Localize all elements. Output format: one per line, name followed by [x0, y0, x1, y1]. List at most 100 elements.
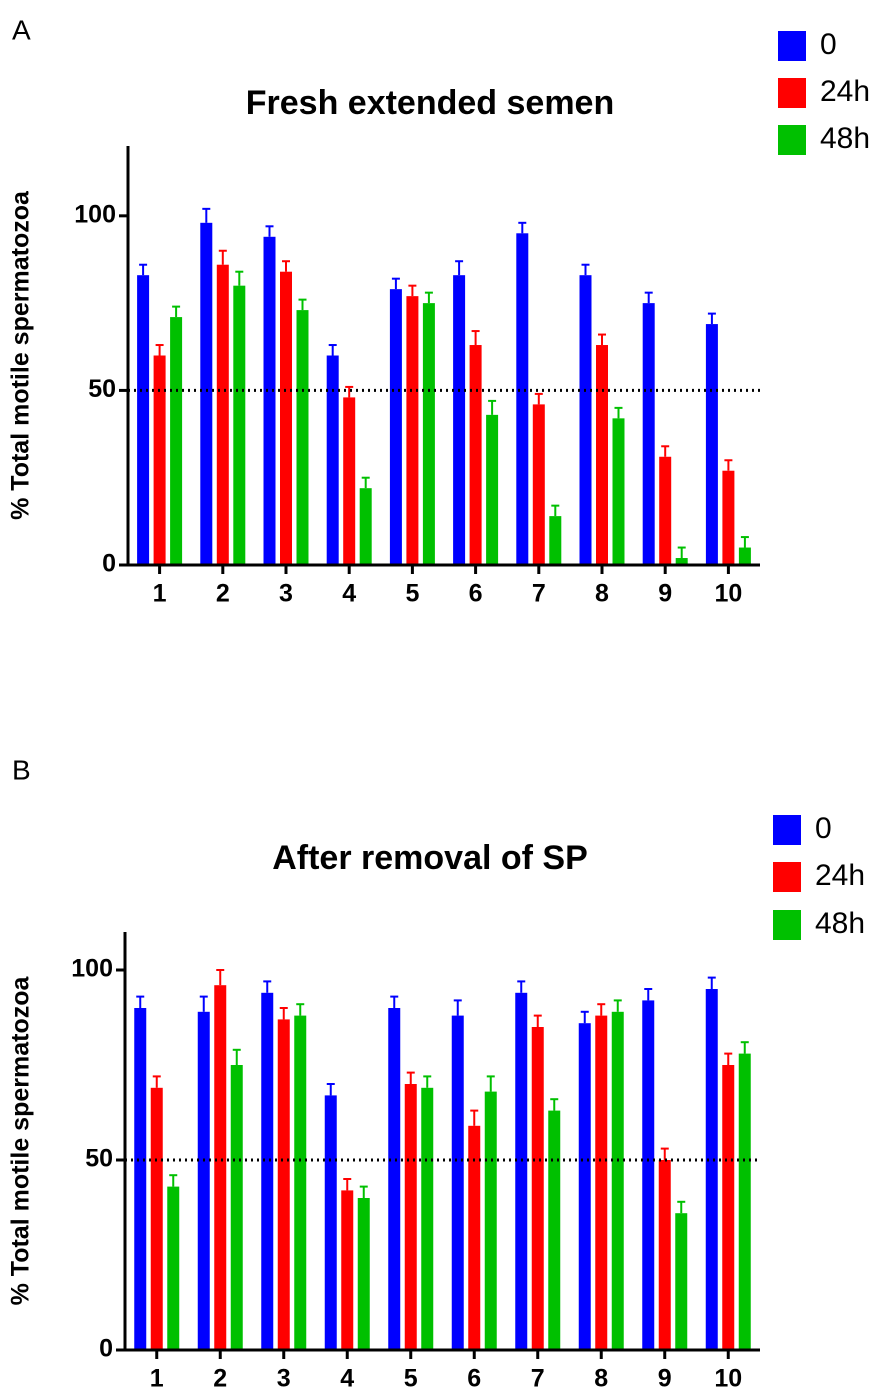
x-tick-label: 2	[216, 580, 230, 608]
bar	[233, 285, 246, 565]
bar	[296, 310, 309, 565]
bar	[137, 275, 150, 565]
bar	[326, 355, 339, 565]
y-tick-label: 0	[99, 1335, 113, 1363]
bar	[261, 992, 274, 1350]
bar	[167, 1186, 180, 1350]
y-tick-label: 0	[102, 550, 116, 578]
bar	[531, 1027, 544, 1350]
bar	[150, 1087, 163, 1350]
legend-swatch	[773, 862, 801, 892]
x-tick-label: 1	[153, 580, 167, 608]
bar	[642, 303, 655, 565]
bar	[341, 1190, 354, 1350]
bar	[197, 1011, 210, 1350]
legend-label: 0	[820, 28, 837, 61]
chart-title: Fresh extended semen	[246, 84, 614, 122]
bar	[659, 456, 672, 565]
y-tick-label: 50	[88, 375, 116, 403]
bar	[532, 404, 545, 565]
bar	[389, 289, 402, 565]
x-tick-label: 1	[150, 1365, 164, 1393]
bar	[468, 1125, 481, 1350]
bar	[216, 264, 229, 565]
y-tick-label: 100	[74, 200, 116, 228]
legend-label: 0	[815, 812, 832, 845]
bar	[200, 222, 213, 566]
x-tick-label: 6	[467, 1365, 481, 1393]
bar	[486, 414, 499, 565]
bar	[421, 1087, 434, 1350]
bar	[357, 1198, 370, 1350]
y-tick-label: 100	[71, 955, 113, 983]
x-tick-label: 9	[658, 1365, 672, 1393]
bar	[549, 516, 562, 565]
bar	[675, 1213, 688, 1350]
chart-title: After removal of SP	[272, 839, 588, 877]
bar	[280, 271, 292, 565]
bar	[469, 345, 482, 565]
bar	[595, 1015, 608, 1350]
panel-label: A	[12, 14, 31, 45]
bar	[722, 470, 735, 565]
bar	[153, 355, 166, 565]
bar	[579, 275, 592, 565]
x-tick-label: 4	[340, 1365, 354, 1393]
bar	[722, 1065, 735, 1350]
x-tick-label: 3	[277, 1365, 291, 1393]
bar	[484, 1091, 497, 1350]
legend-label: 24h	[820, 75, 870, 108]
bar	[596, 345, 608, 565]
bar	[578, 1023, 591, 1350]
legend-swatch	[778, 78, 806, 108]
bar	[388, 1008, 401, 1350]
x-tick-label: 7	[532, 580, 546, 608]
bar	[738, 1053, 751, 1350]
bar	[230, 1065, 243, 1350]
x-tick-label: 10	[714, 580, 742, 608]
bar	[324, 1095, 337, 1350]
legend-swatch	[778, 31, 806, 61]
x-tick-label: 5	[404, 1365, 418, 1393]
bar	[406, 296, 419, 565]
x-tick-label: 8	[594, 1365, 608, 1393]
bar	[611, 1011, 624, 1350]
y-axis-label: % Total motile spermatozoa	[7, 190, 35, 520]
bar	[675, 558, 688, 565]
legend-swatch	[778, 125, 806, 155]
y-tick-label: 50	[85, 1145, 113, 1173]
x-tick-label: 10	[714, 1365, 742, 1393]
bar	[642, 1000, 655, 1350]
bar	[705, 324, 718, 565]
x-tick-label: 9	[658, 580, 672, 608]
x-tick-label: 5	[405, 580, 419, 608]
x-tick-label: 3	[279, 580, 293, 608]
panel-label: B	[12, 754, 31, 785]
legend-swatch	[773, 815, 801, 845]
x-tick-label: 8	[595, 580, 609, 608]
bar	[705, 989, 718, 1350]
x-tick-label: 2	[213, 1365, 227, 1393]
bar	[515, 992, 528, 1350]
x-tick-label: 7	[531, 1365, 545, 1393]
bar	[404, 1084, 417, 1350]
bar	[277, 1019, 290, 1350]
x-tick-label: 4	[342, 580, 356, 608]
bar	[134, 1008, 147, 1350]
legend-label: 24h	[815, 859, 865, 892]
bar	[214, 985, 227, 1350]
bar	[359, 488, 372, 565]
y-axis-label: % Total motile spermatozoa	[7, 976, 35, 1306]
bar	[548, 1110, 561, 1350]
bar	[451, 1015, 464, 1350]
legend-label: 48h	[820, 122, 870, 155]
bar	[263, 236, 276, 566]
bar	[738, 547, 751, 565]
bar	[422, 303, 435, 565]
x-tick-label: 6	[469, 580, 483, 608]
bar	[343, 397, 356, 565]
bar	[294, 1015, 307, 1350]
bar	[453, 275, 466, 565]
bar	[612, 418, 625, 565]
